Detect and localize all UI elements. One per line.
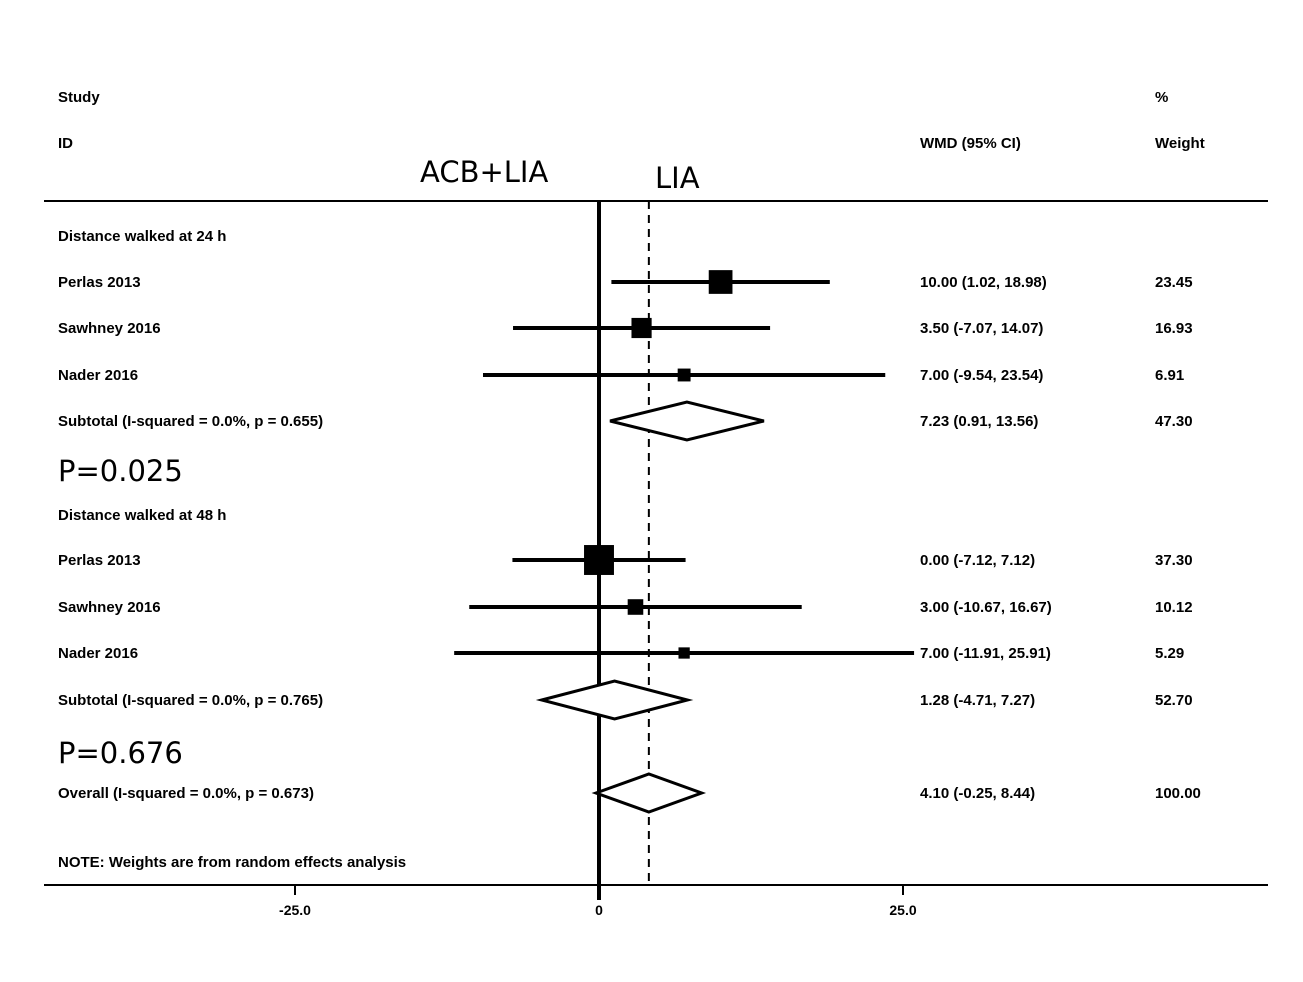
row-label: Nader 2016 (58, 645, 138, 662)
weights-note: NOTE: Weights are from random effects an… (58, 854, 406, 871)
forest-row-study: Nader 2016 7.00 (-9.54, 23.54) 6.91 (58, 367, 1184, 384)
row-label: Perlas 2013 (58, 274, 141, 291)
favours-left-label: ACB+LIA (420, 155, 548, 189)
p-value-group-2: P=0.676 (58, 736, 183, 770)
favours-right-label: LIA (655, 161, 700, 195)
forest-row-subtotal: Subtotal (I-squared = 0.0%, p = 0.765) 1.… (58, 679, 1193, 721)
header-id: ID (58, 135, 73, 152)
weight-text: 6.91 (1155, 367, 1184, 384)
row-label: Overall (I-squared = 0.0%, p = 0.673) (58, 785, 314, 802)
x-axis-ticks: -25.0 0 25.0 (279, 885, 917, 918)
weight-text: 5.29 (1155, 645, 1184, 662)
row-label: Perlas 2013 (58, 552, 141, 569)
header-weight: Weight (1155, 135, 1205, 152)
effect-square (708, 270, 733, 294)
row-label: Distance walked at 24 h (58, 228, 226, 245)
effect-ci-text: 0.00 (-7.12, 7.12) (920, 552, 1035, 569)
effect-square (677, 368, 691, 382)
forest-row-study: Sawhney 2016 3.00 (-10.67, 16.67) 10.12 (58, 599, 1193, 616)
row-label: Subtotal (I-squared = 0.0%, p = 0.655) (58, 413, 323, 430)
header-effect: WMD (95% CI) (920, 135, 1021, 152)
effect-ci-text: 7.00 (-11.91, 25.91) (920, 645, 1051, 662)
effect-ci-text: 1.28 (-4.71, 7.27) (920, 692, 1035, 709)
weight-text: 100.00 (1155, 785, 1201, 802)
effect-ci-text: 7.00 (-9.54, 23.54) (920, 367, 1043, 384)
header-percent: % (1155, 89, 1168, 106)
x-tick-label: -25.0 (279, 902, 311, 918)
effect-ci-text: 4.10 (-0.25, 8.44) (920, 785, 1035, 802)
subtotal-diamond (535, 679, 694, 721)
forest-rows: Distance walked at 24 h Perlas 2013 10.00 … (58, 228, 1201, 814)
weight-text: 47.30 (1155, 413, 1193, 430)
effect-square (584, 545, 614, 575)
weight-text: 23.45 (1155, 274, 1193, 291)
effect-square (678, 647, 690, 659)
row-label: Nader 2016 (58, 367, 138, 384)
effect-ci-text: 7.23 (0.91, 13.56) (920, 413, 1038, 430)
forest-row-overall: Overall (I-squared = 0.0%, p = 0.673) 4.1… (58, 772, 1201, 814)
forest-row-study: Perlas 2013 0.00 (-7.12, 7.12) 37.30 (58, 545, 1193, 575)
forest-row-subtotal: Subtotal (I-squared = 0.0%, p = 0.655) 7.… (58, 400, 1193, 442)
forest-row-study: Nader 2016 7.00 (-11.91, 25.91) 5.29 (58, 645, 1184, 662)
row-label: Distance walked at 48 h (58, 507, 226, 524)
effect-square (631, 317, 652, 339)
forest-row-group: Distance walked at 48 h (58, 507, 226, 524)
effect-square (627, 599, 644, 615)
effect-ci-text: 3.00 (-10.67, 16.67) (920, 599, 1052, 616)
forest-row-study: Sawhney 2016 3.50 (-7.07, 14.07) 16.93 (58, 317, 1193, 339)
x-tick-label: 0 (595, 902, 603, 918)
row-label: Subtotal (I-squared = 0.0%, p = 0.765) (58, 692, 323, 709)
subtotal-diamond (609, 400, 765, 442)
effect-ci-text: 3.50 (-7.07, 14.07) (920, 320, 1043, 337)
forest-row-group: Distance walked at 24 h (58, 228, 226, 245)
row-label: Sawhney 2016 (58, 320, 161, 337)
overall-diamond (591, 772, 707, 814)
effect-ci-text: 10.00 (1.02, 18.98) (920, 274, 1047, 291)
p-value-group-1: P=0.025 (58, 454, 183, 488)
weight-text: 10.12 (1155, 599, 1193, 616)
x-tick-label: 25.0 (889, 902, 916, 918)
weight-text: 52.70 (1155, 692, 1193, 709)
weight-text: 16.93 (1155, 320, 1193, 337)
forest-row-study: Perlas 2013 10.00 (1.02, 18.98) 23.45 (58, 270, 1193, 294)
weight-text: 37.30 (1155, 552, 1193, 569)
header-study: Study (58, 89, 100, 106)
row-label: Sawhney 2016 (58, 599, 161, 616)
